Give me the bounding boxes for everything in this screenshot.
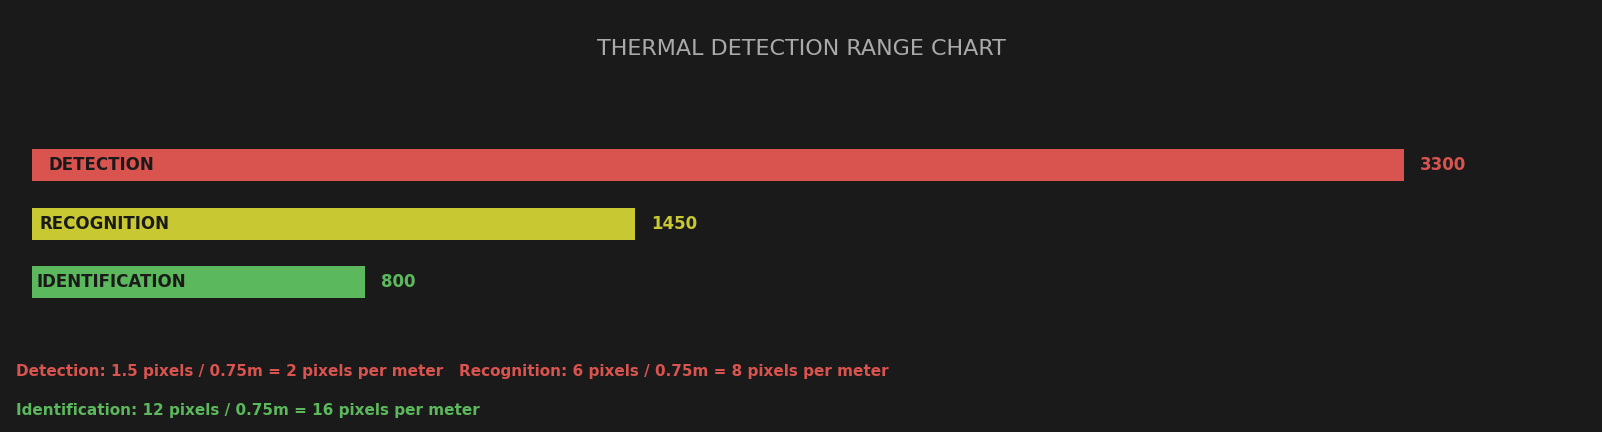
Text: 3300: 3300: [1419, 156, 1466, 174]
Text: IDENTIFICATION: IDENTIFICATION: [35, 273, 186, 291]
FancyBboxPatch shape: [32, 149, 1403, 181]
Text: THERMAL DETECTION RANGE CHART: THERMAL DETECTION RANGE CHART: [596, 39, 1006, 59]
Text: Detection: 1.5 pixels / 0.75m = 2 pixels per meter   Recognition: 6 pixels / 0.7: Detection: 1.5 pixels / 0.75m = 2 pixels…: [16, 364, 889, 379]
FancyBboxPatch shape: [32, 266, 365, 298]
FancyBboxPatch shape: [32, 207, 634, 240]
Text: 800: 800: [381, 273, 415, 291]
Text: DETECTION: DETECTION: [48, 156, 154, 174]
Text: Identification: 12 pixels / 0.75m = 16 pixels per meter: Identification: 12 pixels / 0.75m = 16 p…: [16, 403, 479, 418]
Text: 1450: 1450: [650, 215, 697, 232]
Text: RECOGNITION: RECOGNITION: [40, 215, 170, 232]
